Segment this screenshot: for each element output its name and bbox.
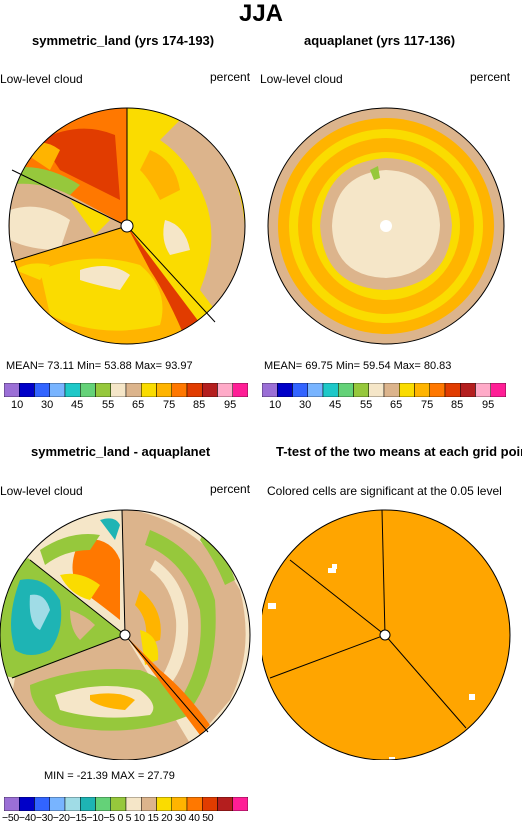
cb3-swatch [3, 796, 20, 812]
cb2-swatch [399, 382, 415, 398]
cb3-swatch [110, 796, 127, 812]
cb2-swatch [414, 382, 430, 398]
cb1-swatch [64, 382, 81, 398]
cb1-tick-2: 45 [71, 399, 84, 411]
cb3-swatch [217, 796, 233, 812]
panel2-colorbar [261, 382, 507, 402]
cb2-swatch [307, 382, 324, 398]
panel3-variable-label: Low-level cloud [0, 484, 83, 498]
cb1-tick-4: 65 [132, 399, 145, 411]
cb1-swatch [156, 382, 172, 398]
cb1-swatch [186, 382, 203, 398]
figure-title: JJA [238, 0, 284, 27]
cb2-tick-7: 95 [482, 399, 495, 411]
panel1-colorbar-swatches [3, 382, 249, 398]
panel1-colorbar [3, 382, 249, 402]
cb1-swatch [217, 382, 233, 398]
cb2-swatch [429, 382, 446, 398]
cb1-swatch [34, 382, 50, 398]
cb2-tick-0: 10 [269, 399, 282, 411]
panel3-polar-map [0, 509, 251, 760]
panel1-colorbar-ticks: 10 30 45 55 65 75 85 95 [4, 399, 248, 413]
cb3-swatch [95, 796, 111, 812]
panel1-title: symmetric_land (yrs 174-193) [32, 33, 215, 48]
cb1-swatch [171, 382, 188, 398]
cb1-swatch [125, 382, 142, 398]
cb2-swatch [322, 382, 339, 398]
panel3-stats: MIN = -21.39 MAX = 27.79 [44, 770, 175, 782]
panel2-colorbar-swatches [261, 382, 507, 398]
panel4-subtitle: Colored cells are significant at the 0.0… [267, 484, 502, 498]
cb2-swatch [338, 382, 354, 398]
panel1-polar-map [8, 107, 246, 345]
cb2-tick-2: 45 [329, 399, 342, 411]
panel2-colorbar-ticks: 10 30 45 55 65 75 85 95 [262, 399, 506, 413]
cb2-swatch [460, 382, 476, 398]
cb2-swatch [475, 382, 491, 398]
cb2-swatch [292, 382, 308, 398]
panel3-title: symmetric_land - aquaplanet [31, 444, 211, 459]
cb1-swatch [110, 382, 127, 398]
cb3-swatch [80, 796, 96, 812]
cb1-swatch [202, 382, 218, 398]
cb2-swatch [277, 382, 293, 398]
panel3-colorbar [3, 796, 249, 816]
cb1-swatch [49, 382, 66, 398]
cb3-swatch [202, 796, 218, 812]
cb3-swatch [19, 796, 35, 812]
panel2-polar-map [267, 107, 505, 345]
cb2-tick-4: 65 [390, 399, 403, 411]
panel3-colorbar-ticks: −50−40−30−20−15−10−5 0 5 10 15 20 30 40 … [2, 812, 214, 824]
cb1-tick-7: 95 [224, 399, 237, 411]
cb3-swatch [156, 796, 172, 812]
cb2-tick-5: 75 [421, 399, 434, 411]
cb1-tick-6: 85 [193, 399, 206, 411]
cb1-tick-5: 75 [163, 399, 176, 411]
cb2-tick-1: 30 [299, 399, 312, 411]
panel2-stats: MEAN= 69.75 Min= 59.54 Max= 80.83 [264, 360, 452, 372]
cb1-swatch [141, 382, 157, 398]
panel1-variable-label: Low-level cloud [0, 72, 83, 86]
cb3-swatch [232, 796, 249, 812]
cb2-tick-3: 55 [360, 399, 373, 411]
cb1-swatch [95, 382, 111, 398]
panel2-variable-label: Low-level cloud [260, 72, 343, 86]
cb3-swatch [141, 796, 157, 812]
cb2-swatch [261, 382, 278, 398]
cb2-swatch [490, 382, 507, 398]
cb2-tick-6: 85 [451, 399, 464, 411]
panel3-colorbar-swatches [3, 796, 249, 812]
panel3-units-label: percent [210, 482, 251, 496]
panel4-polar-map [262, 509, 511, 760]
cb1-swatch [19, 382, 35, 398]
panel4-title: T-test of the two means at each grid poi… [276, 444, 522, 459]
cb2-swatch [368, 382, 385, 398]
panel2-title: aquaplanet (yrs 117-136) [304, 33, 456, 48]
cb3-swatch [49, 796, 66, 812]
cb3-swatch [186, 796, 203, 812]
cb2-swatch [383, 382, 400, 398]
cb3-swatch [34, 796, 50, 812]
cb3-swatch [125, 796, 142, 812]
cb3-swatch [64, 796, 81, 812]
cb2-swatch [353, 382, 369, 398]
panel1-stats: MEAN= 73.11 Min= 53.88 Max= 93.97 [6, 360, 193, 372]
cb1-swatch [3, 382, 20, 398]
panel1-units-label: percent [210, 70, 251, 84]
cb3-swatch [171, 796, 188, 812]
cb1-swatch [80, 382, 96, 398]
cb1-tick-0: 10 [11, 399, 24, 411]
cb2-swatch [444, 382, 461, 398]
cb1-tick-1: 30 [41, 399, 54, 411]
cb1-swatch [232, 382, 249, 398]
cb1-tick-3: 55 [102, 399, 115, 411]
panel2-units-label: percent [470, 70, 511, 84]
